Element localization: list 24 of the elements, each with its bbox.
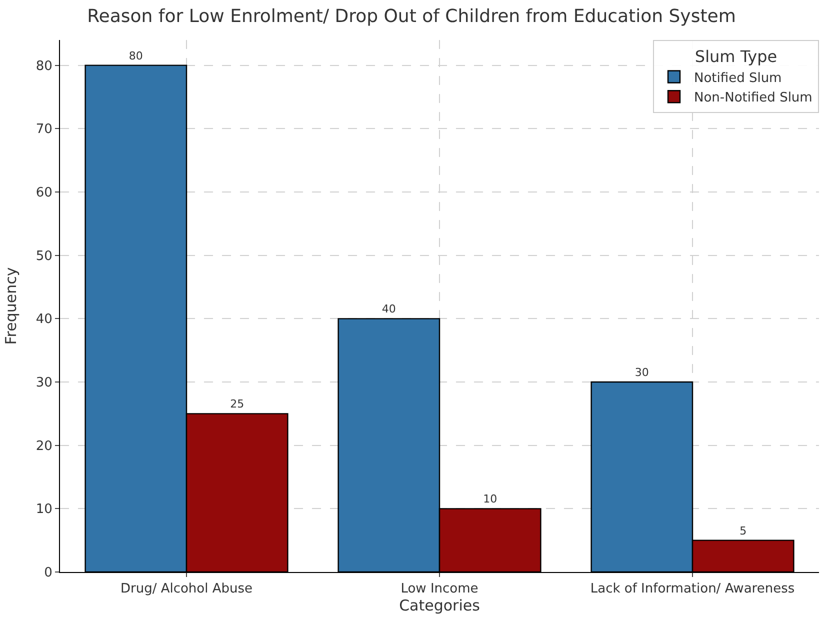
x-tick-label: Low Income bbox=[400, 582, 478, 597]
y-tick-label: 30 bbox=[36, 376, 52, 391]
data-label: 5 bbox=[740, 524, 747, 538]
y-tick-label: 0 bbox=[44, 566, 52, 581]
y-axis-title: Frequency bbox=[2, 267, 20, 345]
y-tick-label: 80 bbox=[36, 58, 52, 74]
y-tick-label: 40 bbox=[36, 312, 52, 328]
legend-label: Notified Slum bbox=[694, 70, 782, 86]
data-label: 40 bbox=[382, 302, 396, 316]
y-tick-label: 70 bbox=[36, 122, 52, 138]
y-tick-label: 10 bbox=[36, 502, 52, 518]
legend-label: Non-Notified Slum bbox=[694, 90, 812, 106]
data-label: 30 bbox=[634, 366, 649, 379]
data-label: 25 bbox=[230, 398, 244, 411]
x-axis-title: Categories bbox=[399, 596, 480, 615]
data-label: 80 bbox=[128, 49, 143, 62]
data-label: 10 bbox=[483, 492, 498, 506]
y-tick-label: 20 bbox=[36, 438, 52, 454]
legend-title: Slum Type bbox=[694, 46, 778, 66]
x-tick-label: Lack of Information/ Awareness bbox=[590, 582, 795, 597]
y-tick-label: 60 bbox=[36, 186, 52, 201]
y-tick-label: 50 bbox=[36, 248, 52, 264]
chart-title: Reason for Low Enrolment/ Drop Out of Children from Education System bbox=[87, 6, 736, 27]
x-tick-label: Drug/ Alcohol Abuse bbox=[120, 582, 253, 597]
